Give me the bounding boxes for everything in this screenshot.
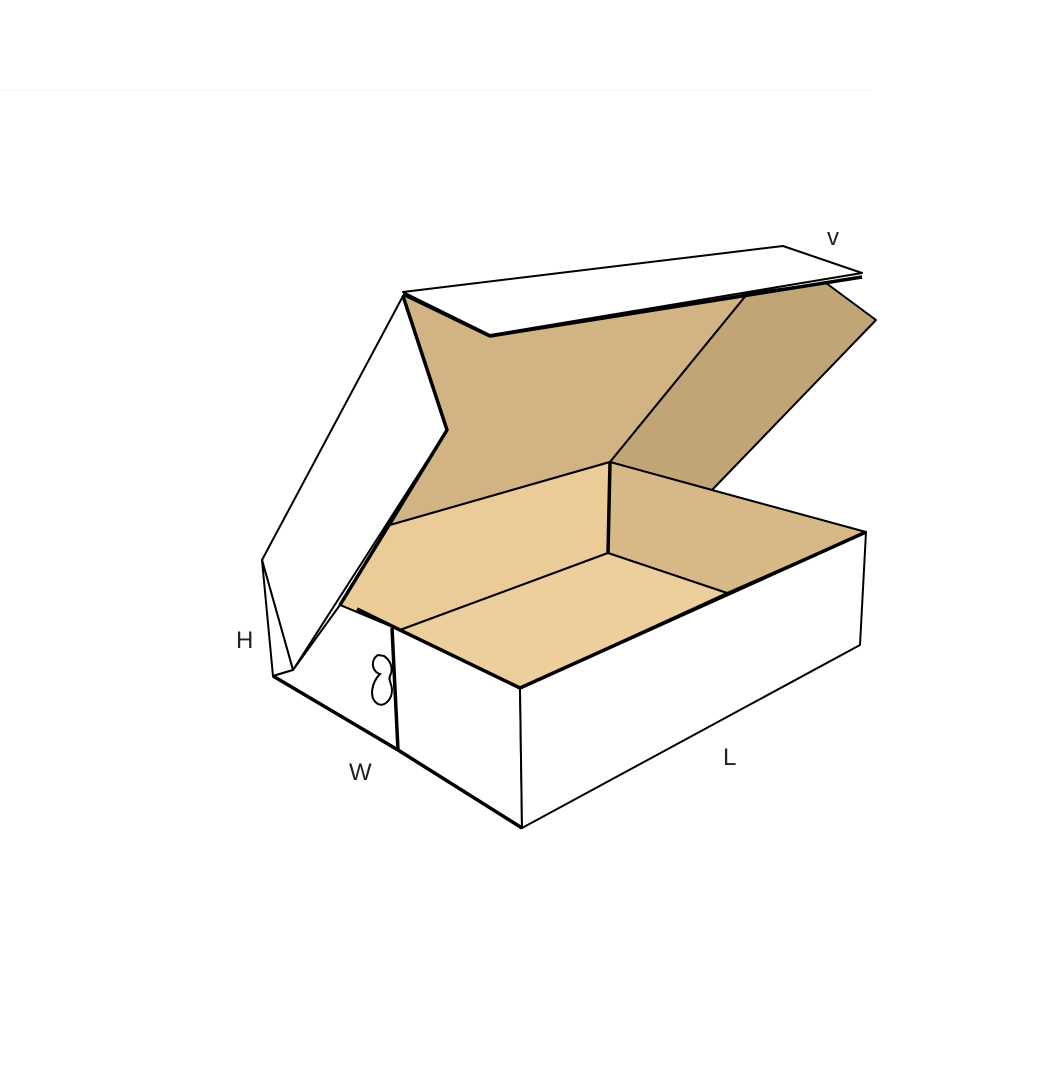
handle-cutout <box>371 653 394 706</box>
label-flap: v <box>827 224 839 251</box>
label-length: L <box>723 744 736 771</box>
rim-edge <box>399 530 867 690</box>
end-wall-divider <box>390 627 400 751</box>
rim-segment <box>356 607 401 632</box>
label-width: W <box>349 759 372 786</box>
inner-corner-edge <box>606 461 612 554</box>
lid-hinge-edge <box>338 295 449 606</box>
bottom-edge <box>272 674 523 830</box>
label-height: H <box>236 627 253 654</box>
lid-top-edge <box>402 275 863 338</box>
